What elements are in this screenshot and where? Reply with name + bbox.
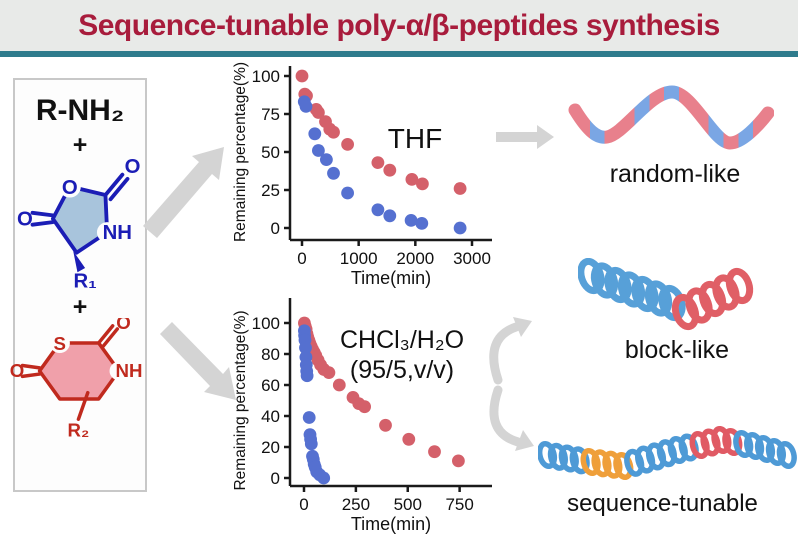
svg-text:THF: THF [388, 123, 442, 154]
s-mask [49, 332, 70, 354]
svg-text:Remaining percentage(%): Remaining percentage(%) [232, 310, 249, 490]
svg-text:Remaining percentage(%): Remaining percentage(%) [232, 62, 249, 242]
thiolactone-nh: NH [116, 360, 143, 381]
arrow-to-chcl3-chart [160, 322, 236, 400]
svg-text:75: 75 [261, 105, 280, 124]
svg-text:0: 0 [271, 219, 280, 238]
thiolactone-structure: S O O NH R₂ [10, 318, 142, 440]
product-label-block: block-like [624, 336, 730, 364]
random-ribbon-graphic [568, 85, 774, 150]
svg-text:2000: 2000 [396, 249, 434, 268]
curved-arrow-to-block-head [513, 317, 532, 337]
block-helix-graphic [578, 258, 754, 331]
nca-ring-bonds [30, 172, 130, 255]
svg-text:3000: 3000 [453, 249, 491, 268]
svg-text:25: 25 [261, 181, 280, 200]
svg-text:1000: 1000 [340, 249, 378, 268]
svg-text:Time(min): Time(min) [351, 268, 431, 288]
figure-title: Sequence-tunable poly-α/β-peptides synth… [78, 8, 720, 42]
arrow-to-thf-chart [143, 147, 224, 238]
svg-text:60: 60 [261, 376, 280, 395]
product-label-sequence: sequence-tunable [567, 490, 758, 517]
curved-arrow-to-sequence-head [515, 430, 534, 451]
nca-nh: NH [103, 222, 132, 244]
svg-text:750: 750 [445, 495, 473, 514]
nca-ring-o: O [62, 177, 78, 199]
svg-text:100: 100 [252, 67, 280, 86]
thiolactone-left-o: O [10, 360, 24, 381]
amine-formula: R-NH₂ [35, 94, 125, 127]
svg-text:0: 0 [271, 469, 280, 488]
chcl3-h2o-degradation-chart: 0 20 40 60 80 100 0 250 500 750 Time(min) Remaining… [232, 298, 492, 534]
thiolactone-ring-bonds [20, 324, 121, 421]
svg-text:50: 50 [261, 143, 280, 162]
nca-atom-labels: O O O NH R₁ [17, 156, 140, 290]
thiolactone-top-o: O [116, 318, 131, 333]
svg-text:0: 0 [297, 249, 306, 268]
nca-top-o: O [125, 156, 141, 178]
svg-text:250: 250 [342, 495, 370, 514]
reactants-box: R-NH₂ + O O O NH R₁ + [10, 78, 147, 492]
nca-structure: O O O NH R₁ [17, 156, 140, 290]
svg-text:80: 80 [261, 345, 280, 364]
svg-text:500: 500 [394, 495, 422, 514]
sequence-helix-graphic [538, 426, 797, 481]
plus-sign-1: + [72, 131, 88, 159]
title-accent-line [0, 51, 798, 57]
ring-o-mask [58, 175, 81, 198]
svg-text:20: 20 [261, 438, 280, 457]
nca-r1: R₁ [74, 270, 97, 290]
r1-wedge-bond [73, 250, 86, 273]
thiolactone-atom-labels: S O O NH R₂ [10, 318, 142, 440]
thiolactone-s: S [54, 333, 66, 354]
svg-text:40: 40 [261, 407, 280, 426]
svg-text:CHCl₃/H₂O: CHCl₃/H₂O [340, 326, 464, 354]
svg-text:(95/5,v/v): (95/5,v/v) [350, 356, 454, 384]
thiolactone-r2: R₂ [68, 419, 90, 440]
product-label-random: random-like [609, 160, 741, 188]
svg-text:0: 0 [299, 495, 308, 514]
svg-text:100: 100 [252, 314, 280, 333]
nh-mask-2 [109, 361, 129, 381]
nca-left-o: O [17, 209, 33, 231]
arrow-to-random [496, 125, 554, 149]
nh-mask [96, 222, 118, 243]
title-bar: Sequence-tunable poly-α/β-peptides synth… [0, 0, 798, 51]
plus-sign-2: + [72, 293, 88, 321]
svg-text:Time(min): Time(min) [351, 514, 431, 534]
